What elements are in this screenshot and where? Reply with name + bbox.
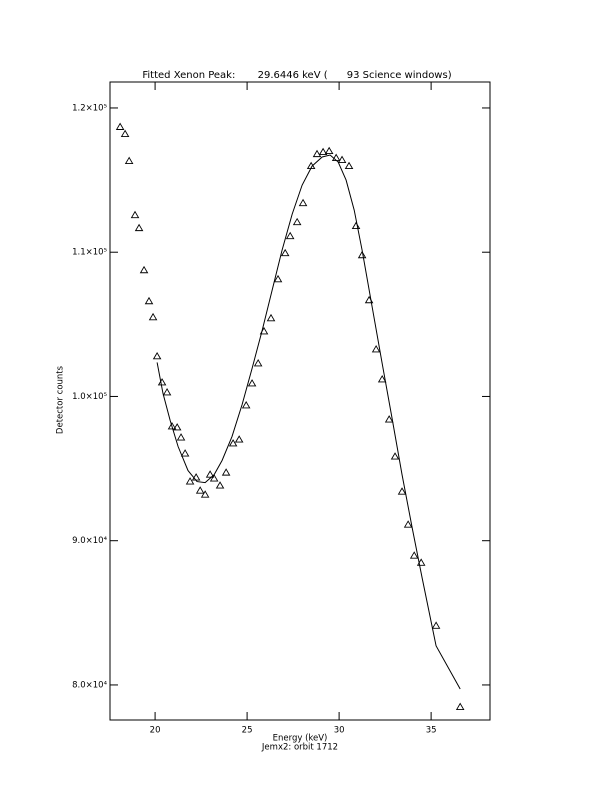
- data-point: [228, 439, 238, 447]
- data-point: [371, 345, 381, 353]
- data-point: [403, 520, 413, 528]
- data-point: [120, 129, 130, 138]
- data-point: [148, 312, 158, 321]
- data-point: [351, 221, 361, 230]
- data-point: [247, 379, 257, 387]
- y-tick-label: 9.0×10⁴: [72, 536, 107, 546]
- data-point: [455, 702, 465, 710]
- data-point: [273, 274, 283, 283]
- x-tick-label: 25: [242, 726, 253, 736]
- data-point: [176, 433, 186, 441]
- data-point: [384, 415, 394, 423]
- data-point: [312, 149, 322, 158]
- data-point: [397, 487, 407, 495]
- x-tick-label: 20: [150, 726, 161, 736]
- data-point: [205, 470, 215, 478]
- data-point: [390, 452, 400, 460]
- data-point: [431, 621, 441, 629]
- data-point: [144, 296, 154, 305]
- data-point: [357, 250, 367, 259]
- data-point: [130, 210, 140, 219]
- data-point: [139, 265, 149, 274]
- y-tick-label: 8.0×10⁴: [72, 680, 107, 690]
- data-point: [162, 388, 172, 396]
- data-point: [157, 378, 167, 386]
- data-point: [241, 401, 251, 409]
- data-point: [409, 551, 419, 559]
- data-point: [167, 422, 177, 430]
- data-point: [200, 490, 210, 498]
- data-point: [292, 217, 302, 226]
- data-point: [253, 359, 263, 367]
- subtitle: Jemx2: orbit 1712: [261, 743, 338, 753]
- data-point: [180, 449, 190, 457]
- y-tick-label: 1.2×10⁵: [72, 103, 107, 113]
- data-point: [185, 477, 195, 485]
- data-point: [172, 423, 182, 431]
- data-point: [324, 146, 334, 155]
- data-point: [280, 248, 290, 257]
- fit-line: [156, 154, 461, 690]
- x-axis-label: Energy (keV): [273, 734, 328, 744]
- x-tick-label: 35: [426, 726, 437, 736]
- data-point: [318, 147, 328, 156]
- data-point: [115, 122, 125, 130]
- data-point: [152, 351, 162, 360]
- data-point: [285, 231, 295, 240]
- data-point: [266, 313, 276, 322]
- data-point: [298, 198, 308, 207]
- data-point: [209, 474, 219, 482]
- data-point: [215, 481, 225, 489]
- data-point: [195, 486, 205, 494]
- data-point: [344, 161, 354, 170]
- x-tick-label: 30: [334, 726, 345, 736]
- data-point: [377, 375, 387, 383]
- y-tick-label: 1.1×10⁵: [72, 248, 107, 258]
- data-point: [134, 223, 144, 232]
- y-axis-label: Detector counts: [56, 365, 66, 434]
- data-point: [337, 155, 347, 163]
- plot-frame: [109, 81, 491, 721]
- chart-title: Fitted Xenon Peak: 29.6446 keV ( 93 Scie…: [142, 70, 451, 81]
- data-point: [221, 468, 231, 476]
- y-tick-label: 1.0×10⁵: [72, 392, 107, 402]
- data-point: [234, 435, 244, 443]
- data-point: [124, 156, 134, 164]
